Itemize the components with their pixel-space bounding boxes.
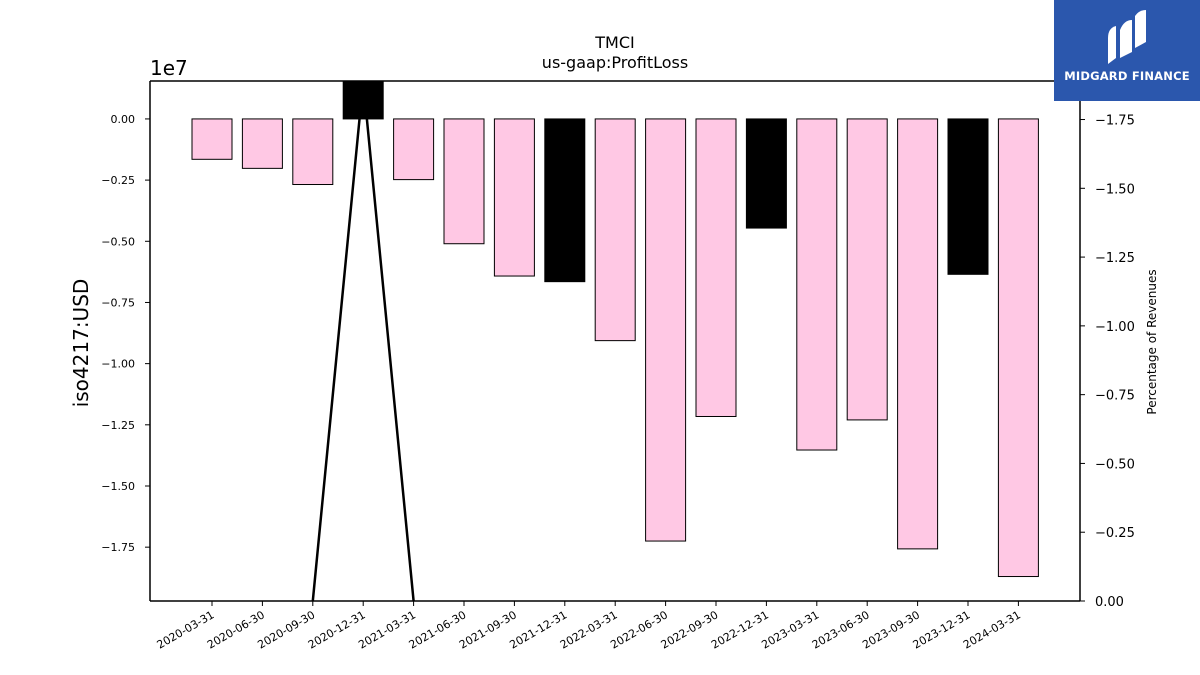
bar [745, 118, 787, 229]
bar [897, 118, 939, 550]
bar [796, 118, 838, 451]
bar [947, 118, 989, 275]
y2-tick-label: −0.50 [1095, 457, 1135, 472]
midgard-finance-logo-icon [1108, 10, 1146, 64]
bar [241, 118, 283, 169]
bar [443, 118, 485, 245]
chart-subtitle: us-gaap:ProfitLoss [542, 53, 688, 72]
midgard-finance-logo: MIDGARD FINANCE [1054, 0, 1200, 101]
y2-tick-label: −0.25 [1095, 526, 1135, 541]
x-tick-label: 2024-03-31 [961, 608, 1023, 651]
y-offset-label: 1e7 [150, 56, 188, 80]
chart-title: TMCI [594, 33, 634, 52]
bar [292, 118, 334, 186]
y2-tick-label: −1.00 [1095, 320, 1135, 335]
bar [594, 118, 636, 342]
bar [393, 118, 435, 181]
y-tick-label: −1.00 [101, 358, 135, 371]
y-tick-label: −0.75 [101, 296, 135, 309]
y-tick-label: 0.00 [111, 113, 136, 126]
pct-line-layer [311, 81, 415, 601]
y2-tick-label: −1.50 [1095, 182, 1135, 197]
y2-tick-label: 0.00 [1095, 595, 1124, 610]
bar [191, 118, 233, 160]
y-tick-label: −0.25 [101, 174, 135, 187]
y-tick-label: −0.50 [101, 235, 135, 248]
bar [645, 118, 687, 542]
pct-line [311, 81, 415, 601]
logo-text: MIDGARD FINANCE [1064, 69, 1190, 83]
bar [493, 118, 535, 277]
y-tick-label: −1.75 [101, 541, 135, 554]
bar [695, 118, 737, 417]
bar [544, 118, 586, 283]
y2-axis-label: Percentage of Revenues [1145, 269, 1159, 414]
y2-tick-label: −1.25 [1095, 251, 1135, 266]
bar [997, 118, 1039, 578]
y2-tick-label: −0.75 [1095, 389, 1135, 404]
bars-layer [191, 81, 1039, 578]
y-axis-label: iso4217:USD [69, 279, 93, 408]
y-tick-label: −1.50 [101, 480, 135, 493]
y2-tick-label: −1.75 [1095, 114, 1135, 129]
y-tick-label: −1.25 [101, 419, 135, 432]
bar [846, 118, 888, 421]
